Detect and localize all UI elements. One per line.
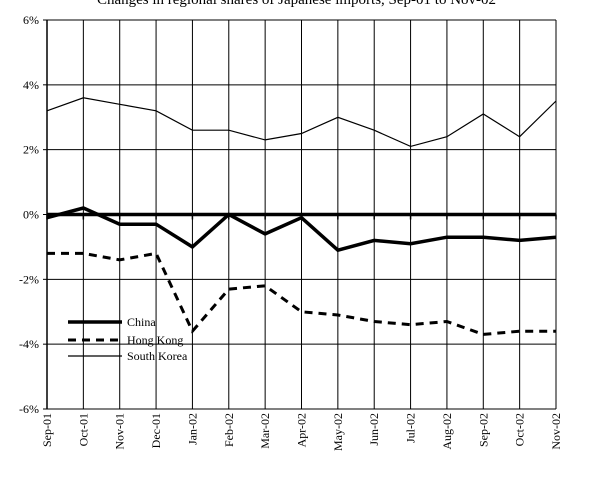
legend-label: China [127,315,156,329]
x-tick-label: Mar-02 [258,413,272,449]
y-tick-label: 0% [23,208,39,222]
x-tick-label: Sep-02 [476,413,490,447]
series-line-hong-kong [47,251,556,336]
x-tick-label: Jul-02 [404,413,418,443]
chart-title: Changes in regional shares of Japanese i… [96,0,497,8]
x-tick-label: Jun-02 [367,413,381,446]
y-tick-label: 4% [23,78,39,92]
series-line-china [46,206,557,253]
x-tick-label: Nov-01 [113,413,127,450]
x-tick-label: Oct-01 [76,413,90,446]
y-tick-label: -6% [19,402,39,416]
x-tick-label: Nov-02 [549,413,563,450]
x-tick-label: Sep-01 [40,413,54,447]
chart-title-area: Changes in regional shares of Japanese i… [0,0,593,14]
x-tick-label: Apr-02 [295,413,309,447]
y-tick-label: 2% [23,143,39,157]
x-tick-label: Jan-02 [185,413,199,445]
x-tick-label: Oct-02 [513,413,527,446]
x-tick-label: Feb-02 [222,413,236,447]
x-tick-label: May-02 [331,413,345,451]
y-tick-label: 6% [23,13,39,27]
x-tick-label: Aug-02 [440,413,454,450]
series-line-south-korea [46,97,557,148]
legend-label: Hong Kong [127,333,183,347]
legend-label: South Korea [127,349,188,363]
y-tick-label: -2% [19,272,39,286]
y-tick-label: -4% [19,337,39,351]
x-tick-label: Dec-01 [149,413,163,448]
